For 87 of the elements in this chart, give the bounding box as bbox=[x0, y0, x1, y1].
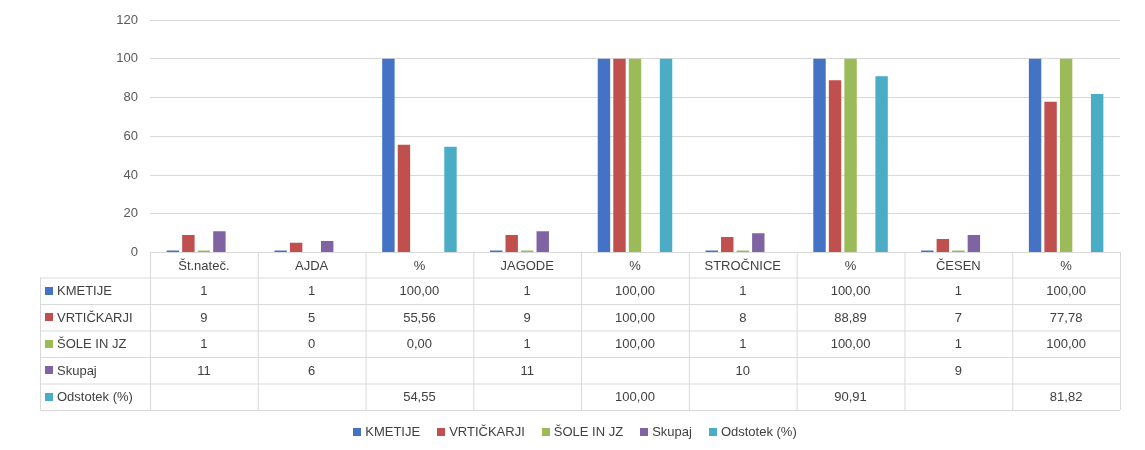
data-label: 5 bbox=[308, 309, 316, 325]
bar bbox=[536, 231, 549, 252]
data-label: 100,00 bbox=[1046, 283, 1086, 299]
data-label: 81,82 bbox=[1049, 389, 1083, 405]
text: KMETIJE bbox=[365, 424, 421, 439]
legend-label: Odstotek (%) bbox=[720, 424, 797, 439]
data-label: 9 bbox=[523, 309, 531, 325]
data-label: 88,89 bbox=[834, 309, 867, 325]
y-tick-label: 40 bbox=[123, 166, 138, 182]
bar bbox=[613, 58, 626, 252]
x-tick-label: JAGODE bbox=[500, 257, 554, 273]
bar bbox=[1090, 93, 1104, 252]
data-label: 1 bbox=[954, 336, 962, 352]
bar bbox=[444, 146, 457, 252]
bar bbox=[289, 242, 303, 252]
data-label: 1 bbox=[523, 336, 531, 352]
x-tick-label: % bbox=[844, 257, 857, 273]
x-tick-label: Št.nateč. bbox=[178, 257, 230, 273]
y-tick-label: 100 bbox=[116, 50, 138, 66]
data-label: 1 bbox=[739, 336, 747, 352]
data-label: 1 bbox=[954, 283, 962, 299]
data-label: 6 bbox=[308, 362, 316, 378]
bar bbox=[1028, 58, 1042, 252]
data-label: 9 bbox=[954, 362, 962, 378]
data-label: 0,00 bbox=[406, 336, 433, 352]
data-label: 100,00 bbox=[615, 309, 655, 325]
text: ŠOLE IN JZ bbox=[553, 424, 624, 439]
bar bbox=[875, 76, 888, 252]
bar bbox=[182, 235, 195, 252]
bar bbox=[628, 58, 642, 252]
y-tick-label: 20 bbox=[123, 205, 138, 221]
y-tick-label: 0 bbox=[130, 244, 138, 260]
x-tick-label: % bbox=[413, 257, 426, 273]
data-label: 100,00 bbox=[615, 283, 655, 299]
data-label: 77,78 bbox=[1049, 309, 1083, 325]
data-label: 55,56 bbox=[403, 309, 436, 325]
bar bbox=[813, 58, 826, 252]
legend-label: KMETIJE bbox=[57, 283, 112, 299]
data-label: 90,91 bbox=[834, 389, 867, 405]
bar bbox=[382, 58, 395, 252]
data-label: 8 bbox=[739, 309, 747, 325]
bar bbox=[659, 58, 673, 252]
bar bbox=[213, 231, 226, 252]
bar bbox=[597, 58, 611, 252]
bar bbox=[828, 80, 842, 252]
bar bbox=[320, 240, 334, 252]
data-label: 0 bbox=[308, 336, 316, 352]
data-label: 1 bbox=[523, 283, 531, 299]
text: Odstotek (%) bbox=[57, 389, 133, 405]
bar bbox=[505, 235, 518, 252]
y-tick-label: 60 bbox=[123, 127, 138, 143]
bar bbox=[844, 58, 857, 252]
x-tick-label: AJDA bbox=[295, 257, 329, 273]
data-label: 1 bbox=[308, 283, 316, 299]
data-label: 1 bbox=[739, 283, 747, 299]
bar bbox=[1059, 58, 1073, 252]
data-label: 10 bbox=[735, 362, 750, 378]
x-tick-label: % bbox=[1060, 257, 1072, 273]
x-tick-label: % bbox=[629, 257, 641, 273]
legend-label: ŠOLE IN JZ bbox=[57, 336, 127, 352]
bar bbox=[967, 235, 981, 252]
text: Skupaj bbox=[652, 424, 692, 439]
data-label: 9 bbox=[200, 309, 208, 325]
bar bbox=[721, 237, 734, 252]
data-label: 11 bbox=[197, 362, 211, 378]
bar bbox=[1044, 101, 1057, 252]
data-label: 1 bbox=[200, 283, 208, 299]
data-label: 100,00 bbox=[1046, 336, 1086, 352]
legend-label: VRTIČKARJI bbox=[57, 309, 133, 325]
bar bbox=[752, 233, 765, 252]
bar bbox=[397, 144, 411, 252]
data-label: 100,00 bbox=[399, 283, 440, 299]
bar bbox=[936, 238, 950, 252]
x-tick-label: ČESEN bbox=[935, 257, 981, 273]
y-tick-label: 80 bbox=[123, 89, 138, 105]
data-label: 7 bbox=[954, 309, 962, 325]
x-tick-label: STROČNICE bbox=[704, 257, 782, 273]
data-label: 100,00 bbox=[830, 336, 871, 352]
data-label: 100,00 bbox=[615, 336, 655, 352]
y-tick-label: 120 bbox=[116, 11, 138, 27]
legend-label: Skupaj bbox=[57, 362, 97, 378]
data-label: 1 bbox=[200, 336, 208, 352]
data-label: 100,00 bbox=[830, 283, 871, 299]
text: VRTIČKARJI bbox=[449, 424, 525, 439]
data-label: 100,00 bbox=[615, 389, 655, 405]
data-label: 11 bbox=[520, 362, 534, 378]
data-label: 54,55 bbox=[403, 389, 436, 405]
